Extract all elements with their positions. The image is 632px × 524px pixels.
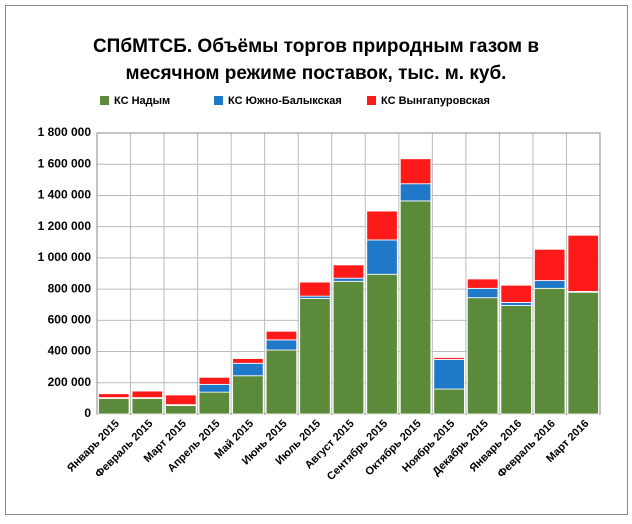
legend-swatch bbox=[100, 96, 109, 105]
bar-segment bbox=[399, 200, 432, 415]
bar-segment bbox=[433, 357, 465, 360]
bar-segment bbox=[165, 405, 197, 415]
bar-segment bbox=[366, 273, 398, 415]
bar-segment bbox=[534, 248, 566, 281]
legend-label: КС Вынгапуровская bbox=[381, 95, 490, 107]
legend-label: КС Надым bbox=[114, 95, 170, 107]
bar-segment bbox=[332, 264, 365, 279]
bar-segment bbox=[500, 301, 532, 306]
bar-segment bbox=[366, 239, 398, 275]
bar-segment bbox=[466, 278, 499, 289]
bar-segment bbox=[366, 210, 398, 241]
bar-segment bbox=[567, 234, 599, 292]
bar-segment bbox=[131, 390, 163, 399]
y-tick-label: 800 000 bbox=[48, 281, 92, 295]
bar-segment bbox=[265, 330, 298, 341]
legend-label: КС Южно-Балыкская bbox=[228, 95, 342, 107]
bar-segment bbox=[232, 375, 264, 415]
bar-segment bbox=[466, 287, 499, 299]
bar-segment bbox=[98, 397, 130, 415]
bar-segment bbox=[265, 339, 298, 351]
y-tick-label: 200 000 bbox=[48, 375, 92, 389]
bar-segment bbox=[165, 394, 197, 406]
bar-segment bbox=[299, 298, 331, 415]
bar-segment bbox=[567, 291, 599, 415]
bar-segment bbox=[299, 281, 331, 297]
bar-segment bbox=[534, 287, 566, 415]
bar-segment bbox=[534, 280, 566, 289]
bar-segment bbox=[332, 280, 365, 415]
y-tick-label: 0 bbox=[84, 406, 91, 420]
bar-segment bbox=[399, 183, 432, 202]
bar-segment bbox=[265, 349, 298, 415]
y-tick-label: 1 400 000 bbox=[38, 188, 92, 202]
y-tick-label: 1 000 000 bbox=[38, 250, 92, 264]
bar-segment bbox=[433, 358, 465, 390]
bar-segment bbox=[232, 358, 264, 364]
bar-segment bbox=[399, 158, 432, 185]
y-tick-label: 1 800 000 bbox=[38, 125, 92, 139]
bar-segment bbox=[232, 362, 264, 377]
chart-title: СПбМТСБ. Объёмы торгов природным газом в bbox=[93, 36, 539, 57]
y-tick-label: 1 200 000 bbox=[38, 219, 92, 233]
bar-segment bbox=[332, 277, 365, 282]
bar-segment bbox=[500, 284, 532, 303]
bar-segment bbox=[198, 391, 231, 415]
legend-swatch bbox=[214, 96, 223, 105]
bar-segment bbox=[198, 376, 231, 385]
bar-segment bbox=[131, 397, 163, 415]
y-tick-label: 400 000 bbox=[48, 344, 92, 358]
bar-segment bbox=[500, 305, 532, 415]
bar-segment bbox=[198, 383, 231, 393]
chart-border bbox=[5, 5, 628, 515]
bar-segment bbox=[98, 393, 130, 399]
y-tick-label: 1 600 000 bbox=[38, 156, 92, 170]
bar-segment bbox=[466, 297, 499, 415]
legend-swatch bbox=[367, 96, 376, 105]
chart-title: месячном режиме поставок, тыс. м. куб. bbox=[126, 63, 507, 84]
y-tick-label: 600 000 bbox=[48, 313, 92, 327]
bar-segment bbox=[433, 388, 465, 415]
